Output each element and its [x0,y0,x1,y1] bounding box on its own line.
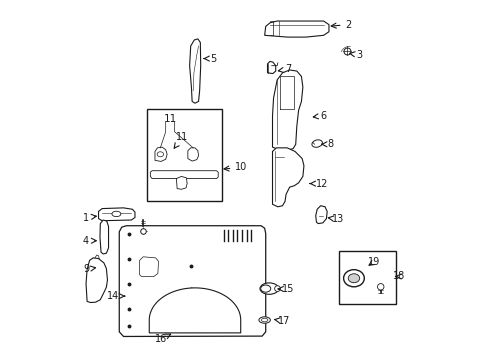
Polygon shape [140,257,159,276]
Circle shape [171,302,178,309]
Text: 3: 3 [350,50,363,60]
Ellipse shape [261,285,270,292]
Text: 5: 5 [204,54,216,64]
Text: 2: 2 [331,19,352,30]
Text: 11: 11 [174,132,189,148]
Text: 16: 16 [155,334,171,344]
Polygon shape [176,176,187,189]
Text: 12: 12 [310,179,328,189]
Text: 6: 6 [313,111,327,121]
Text: 9: 9 [83,264,96,274]
Ellipse shape [262,318,268,322]
Bar [147,109,222,202]
Polygon shape [190,39,201,103]
Ellipse shape [259,317,270,323]
Text: 10: 10 [224,162,247,172]
Ellipse shape [112,211,121,217]
Ellipse shape [312,140,322,147]
Polygon shape [272,148,304,207]
Polygon shape [155,147,167,161]
Text: 15: 15 [278,284,294,294]
Polygon shape [150,171,218,179]
Polygon shape [119,226,266,337]
Ellipse shape [275,286,280,292]
Polygon shape [86,258,107,302]
Bar [339,251,396,304]
Text: 17: 17 [275,316,291,326]
Polygon shape [188,148,198,161]
Ellipse shape [260,283,279,294]
Ellipse shape [157,152,164,157]
Ellipse shape [348,274,360,283]
Polygon shape [98,208,135,221]
Text: 14: 14 [107,291,124,301]
Text: 7: 7 [278,64,291,74]
Polygon shape [272,70,303,151]
Ellipse shape [377,284,384,290]
Text: 11: 11 [163,114,176,124]
Text: 4: 4 [83,236,97,246]
Text: 13: 13 [328,214,344,224]
Text: 18: 18 [392,271,405,282]
Text: 19: 19 [368,257,380,267]
Polygon shape [268,62,276,73]
Polygon shape [265,21,329,37]
Ellipse shape [343,270,364,287]
Text: 1: 1 [83,212,97,222]
Text: 8: 8 [322,139,334,149]
Polygon shape [100,220,109,254]
Polygon shape [316,206,327,224]
Polygon shape [149,288,241,333]
